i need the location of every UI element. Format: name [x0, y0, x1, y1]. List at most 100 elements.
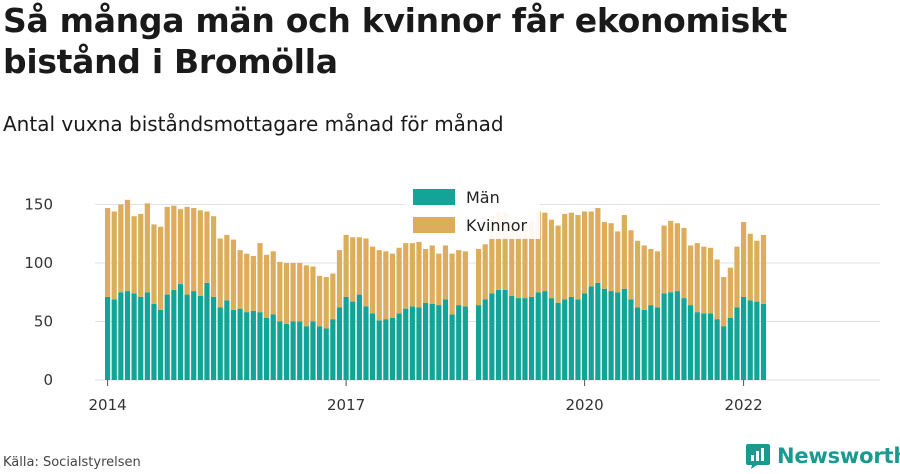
bar-segment-man — [177, 284, 184, 380]
legend: Män Kvinnor — [405, 183, 540, 239]
bar-segment-man — [158, 309, 164, 380]
bar-segment-man — [760, 303, 767, 380]
bar-segment-man — [105, 296, 111, 380]
bar-segment-kvinnor — [568, 212, 574, 297]
bar-segment-man — [628, 299, 634, 380]
bar-segment-man — [515, 298, 521, 380]
bar-segment-man — [741, 296, 747, 380]
bar-segment-man — [389, 317, 396, 380]
bar-segment-man — [429, 303, 435, 380]
bar-segment-man — [151, 303, 157, 380]
x-tick-label: 2014 — [89, 396, 127, 414]
bar-segment-kvinnor — [389, 253, 396, 318]
bar-segment-man — [668, 292, 674, 380]
bar-segment-man — [641, 309, 647, 380]
bar-segment-kvinnor — [721, 277, 727, 327]
y-tick-label: 150 — [24, 196, 53, 214]
bar-segment-kvinnor — [396, 247, 402, 314]
source-note: Källa: Socialstyrelsen — [3, 455, 141, 470]
bar-segment-kvinnor — [694, 243, 700, 313]
bar-segment-kvinnor — [283, 263, 290, 324]
bar-segment-man — [495, 289, 502, 380]
bar-segment-kvinnor — [164, 206, 170, 295]
bar-segment-man — [582, 293, 588, 380]
bar-segment-kvinnor — [489, 216, 495, 294]
bar-segment-kvinnor — [171, 205, 177, 290]
bar-segment-man — [211, 296, 217, 380]
bar-segment-man — [244, 312, 250, 380]
bar-segment-kvinnor — [429, 245, 435, 304]
bar-segment-man — [111, 299, 117, 380]
bar-segment-man — [548, 298, 555, 380]
bar-segment-kvinnor — [727, 267, 733, 318]
bar-segment-man — [403, 308, 409, 380]
bar-segment-kvinnor — [562, 213, 568, 300]
bar-segment-man — [131, 293, 137, 380]
bar-segment-kvinnor — [376, 250, 382, 321]
bar-segment-kvinnor — [714, 259, 720, 320]
bar-segment-kvinnor — [588, 211, 594, 287]
bar-segment-kvinnor — [668, 220, 674, 293]
bar-segment-kvinnor — [462, 251, 468, 307]
y-tick-label: 0 — [43, 371, 53, 389]
bar-segment-man — [277, 321, 283, 380]
bar-segment-kvinnor — [244, 253, 250, 313]
x-tick-label: 2017 — [327, 396, 365, 414]
bar-segment-kvinnor — [681, 227, 687, 299]
bar-segment-man — [138, 296, 144, 380]
bar-segment-man — [423, 302, 429, 380]
bar-segment-man — [542, 291, 548, 380]
bar-segment-kvinnor — [423, 248, 429, 303]
bar-segment-man — [608, 291, 614, 380]
bar-segment-man — [409, 306, 415, 380]
bar-segment-kvinnor — [707, 247, 714, 314]
bar-segment-man — [595, 282, 601, 380]
chart-title: Så många män och kvinnor får ekonomiskt … — [3, 1, 788, 81]
bar-segment-kvinnor — [237, 250, 243, 309]
bar-segment-kvinnor — [582, 211, 588, 294]
bars — [105, 199, 767, 380]
bar-segment-man — [694, 312, 700, 380]
bar-segment-kvinnor — [303, 265, 309, 327]
bar-segment-man — [264, 317, 270, 380]
bar-segment-man — [376, 320, 382, 380]
bar-segment-man — [707, 313, 714, 380]
bar-segment-kvinnor — [230, 239, 237, 310]
bar-segment-man — [343, 296, 349, 380]
bar-segment-kvinnor — [442, 245, 449, 300]
bar-segment-kvinnor — [482, 244, 488, 300]
bar-segment-kvinnor — [495, 211, 502, 290]
bar-segment-kvinnor — [250, 255, 256, 311]
bar-segment-man — [323, 328, 329, 380]
bar-segment-kvinnor — [297, 263, 303, 322]
bar-segment-man — [635, 307, 641, 380]
bar-segment-man — [502, 289, 508, 380]
bar-segment-kvinnor — [654, 251, 661, 308]
legend-swatch-kvinnor — [413, 217, 455, 233]
bar-segment-kvinnor — [535, 211, 541, 293]
bar-segment-man — [727, 317, 733, 380]
bar-segment-kvinnor — [124, 199, 131, 292]
bar-segment-kvinnor — [601, 222, 608, 289]
bar-segment-man — [118, 292, 124, 380]
bar-segment-kvinnor — [548, 219, 555, 299]
bar-segment-man — [615, 292, 621, 380]
bar-segment-kvinnor — [264, 254, 270, 318]
bar-segment-kvinnor — [204, 211, 210, 283]
bar-segment-man — [356, 294, 362, 380]
bar-segment-kvinnor — [158, 226, 164, 310]
brand-logo: Newsworthy — [745, 441, 900, 471]
brand-name: Newsworthy — [777, 444, 900, 468]
bar-segment-kvinnor — [628, 230, 634, 300]
bar-segment-kvinnor — [211, 216, 217, 297]
newsworthy-logo-icon — [746, 444, 770, 469]
bar-segment-kvinnor — [661, 225, 667, 294]
bar-segment-man — [290, 321, 296, 380]
bar-segment-man — [449, 314, 455, 380]
bar-segment-man — [621, 288, 627, 380]
bar-segment-kvinnor — [608, 223, 614, 292]
bar-segment-man — [522, 298, 528, 380]
bar-segment-kvinnor — [741, 222, 747, 297]
bar-segment-kvinnor — [363, 238, 369, 307]
